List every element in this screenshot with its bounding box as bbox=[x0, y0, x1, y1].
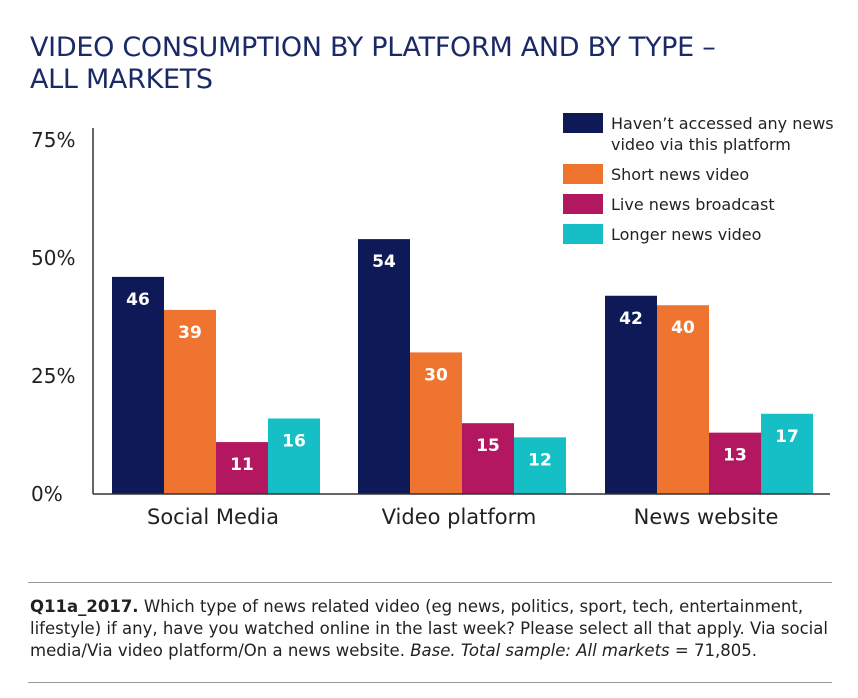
bar bbox=[657, 305, 709, 494]
y-tick-label: 25% bbox=[31, 364, 75, 388]
y-tick-label: 0% bbox=[31, 482, 63, 506]
legend-label: video via this platform bbox=[611, 135, 791, 154]
bar bbox=[709, 432, 761, 494]
legend-swatch bbox=[563, 164, 603, 184]
bars bbox=[112, 239, 813, 494]
bar bbox=[410, 352, 462, 494]
footnote-question-text: Which type of news related video (eg new… bbox=[30, 597, 828, 660]
bar bbox=[358, 239, 410, 494]
legend-label: Longer news video bbox=[611, 225, 761, 244]
footnote-base-label: Base. Total sample: All markets bbox=[410, 641, 670, 660]
bar-value-label: 39 bbox=[178, 323, 202, 343]
chart-title-line-2: ALL MARKETS bbox=[30, 64, 213, 95]
bar bbox=[112, 276, 164, 494]
bar-value-label: 30 bbox=[424, 365, 448, 385]
bar-value-label: 16 bbox=[282, 431, 306, 451]
bar bbox=[514, 437, 566, 494]
y-tick-label: 75% bbox=[31, 128, 75, 152]
bar-value-label: 12 bbox=[528, 450, 552, 470]
bar bbox=[605, 295, 657, 494]
footnote-question-id: Q11a_2017. bbox=[30, 597, 139, 616]
bar bbox=[761, 413, 813, 494]
bar-value-label: 42 bbox=[619, 309, 643, 329]
footnote-top-rule bbox=[28, 582, 832, 583]
x-axis-category-labels: Social Media Video platform News website bbox=[147, 505, 778, 529]
bar-value-label: 11 bbox=[230, 455, 254, 475]
chart-title: VIDEO CONSUMPTION BY PLATFORM AND BY TYP… bbox=[30, 32, 830, 96]
bar-value-label: 17 bbox=[775, 427, 799, 447]
x-category-label: Video platform bbox=[382, 505, 537, 529]
legend-label: Live news broadcast bbox=[611, 195, 775, 214]
bar-value-label: 13 bbox=[723, 446, 747, 466]
legend-label: Haven’t accessed any news bbox=[611, 114, 834, 133]
bar-value-label: 40 bbox=[671, 318, 695, 338]
y-tick-label: 50% bbox=[31, 246, 75, 270]
bar bbox=[462, 423, 514, 494]
footnote-bottom-rule bbox=[28, 682, 832, 683]
bar-value-label: 15 bbox=[476, 436, 500, 456]
chart-title-line-1: VIDEO CONSUMPTION BY PLATFORM AND BY TYP… bbox=[30, 32, 716, 63]
bar bbox=[216, 442, 268, 494]
footnote-base-value: = 71,805. bbox=[669, 641, 757, 660]
legend-swatch bbox=[563, 224, 603, 244]
legend-label: Short news video bbox=[611, 165, 749, 184]
x-category-label: Social Media bbox=[147, 505, 279, 529]
legend-swatch bbox=[563, 194, 603, 214]
y-axis-ticks: 75% 50% 25% 0% bbox=[31, 128, 75, 506]
footnote: Q11a_2017. Which type of news related vi… bbox=[30, 596, 830, 662]
bar bbox=[164, 309, 216, 494]
bar-value-label: 54 bbox=[372, 252, 396, 272]
bar-value-labels: 46 39 11 16 54 30 15 12 42 40 13 17 bbox=[126, 252, 799, 475]
bar bbox=[268, 418, 320, 494]
bar-chart: 75% 50% 25% 0% 46 39 11 16 54 30 15 12 42 40 13 17 Soc… bbox=[31, 113, 834, 529]
x-category-label: News website bbox=[634, 505, 779, 529]
legend-swatch bbox=[563, 113, 603, 133]
legend: Haven’t accessed any news video via this … bbox=[563, 113, 834, 244]
bar-value-label: 46 bbox=[126, 290, 150, 310]
